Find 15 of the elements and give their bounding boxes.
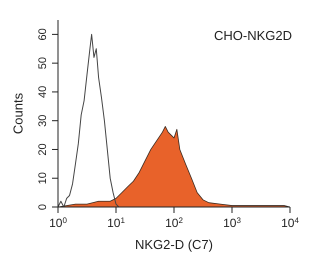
x-tick-label: 10$^{3}$ bbox=[223, 216, 242, 230]
y-tick-label: 60 bbox=[37, 28, 49, 41]
y-tick-label: 10 bbox=[37, 172, 49, 184]
y-tick-label: 20 bbox=[37, 143, 49, 156]
y-axis-title: Counts bbox=[10, 92, 26, 134]
x-tick-label: 10$^{0}$ bbox=[49, 216, 68, 230]
annotation: CHO-NKG2D bbox=[214, 28, 292, 43]
y-tick-label: 50 bbox=[37, 57, 49, 70]
x-tick-label: 10$^{1}$ bbox=[107, 216, 126, 230]
y-tick-label: 0 bbox=[37, 204, 49, 210]
y-tick-label: 30 bbox=[37, 114, 49, 127]
y-tick-label: 40 bbox=[37, 86, 49, 98]
x-axis-title: NKG2-D (C7) bbox=[134, 237, 214, 252]
x-tick-label: 10$^{4}$ bbox=[281, 216, 300, 230]
x-tick-label: 10$^{2}$ bbox=[165, 216, 184, 230]
